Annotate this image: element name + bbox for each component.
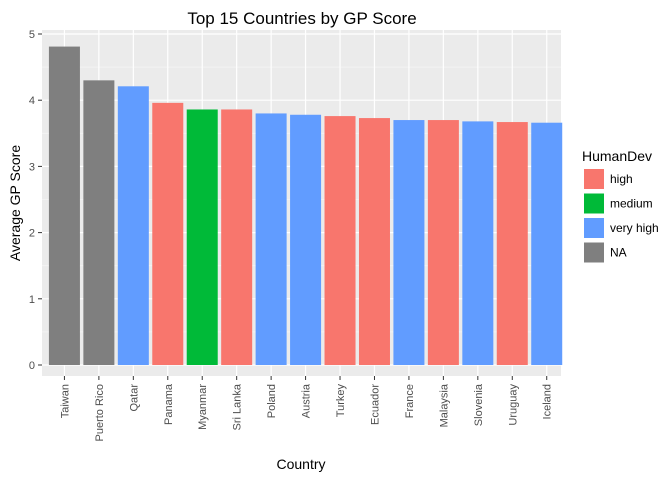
x-axis-title: Country [276,456,325,472]
x-tick-label: Panama [163,383,175,425]
bar-france [393,120,425,365]
x-tick-label: Ecuador [369,384,381,425]
legend-label: high [610,172,633,186]
x-tick-label: Myanmar [197,384,209,430]
legend-key [584,169,604,189]
bar-slovenia [462,121,494,365]
bar-austria [290,114,322,365]
legend-label: medium [610,197,653,211]
legend-title: HumanDev [582,148,652,164]
bar-sri-lanka [221,109,253,365]
y-tick-label: 4 [29,95,35,107]
bar-turkey [324,116,356,365]
bar-malaysia [427,120,459,365]
bar-poland [255,113,287,365]
bar-ecuador [358,118,390,365]
bar-myanmar [186,109,218,365]
bar-taiwan [48,46,80,365]
x-axis: Taiwan Puerto Rico Qatar Panama Myanmar Sri L… [59,376,554,441]
chart-title: Top 15 Countries by GP Score [187,9,416,28]
legend-key [584,218,604,238]
bars [48,46,563,366]
x-tick-label: Turkey [335,384,347,418]
x-tick-label: Qatar [128,384,140,412]
legend: HumanDev high medium very high NA [582,148,659,263]
y-axis-title: Average GP Score [7,145,23,261]
bar-uruguay [496,122,528,366]
legend-key [584,242,604,263]
x-tick-label: France [404,384,416,418]
x-tick-label: Taiwan [59,384,71,418]
x-tick-label: Sri Lanka [232,383,244,430]
legend-label: very high [610,221,659,235]
y-tick-label: 5 [29,29,35,41]
bar-panama [152,102,184,366]
legend-key [584,193,604,214]
y-tick-label: 2 [29,228,35,240]
x-tick-label: Slovenia [473,383,485,426]
x-tick-label: Austria [301,383,313,418]
bar-qatar [117,86,149,365]
bar-puerto-rico [83,80,115,365]
y-tick-label: 0 [29,360,35,372]
x-tick-label: Malaysia [438,383,450,427]
x-tick-label: Puerto Rico [94,384,106,441]
y-tick-label: 3 [29,161,35,173]
y-axis: 0 1 2 3 4 5 [29,29,42,372]
x-tick-label: Uruguay [507,384,519,426]
x-tick-label: Poland [266,384,278,418]
x-tick-label: Iceland [542,384,554,419]
bar-iceland [531,122,563,365]
y-tick-label: 1 [29,294,35,306]
legend-label: NA [610,246,627,260]
